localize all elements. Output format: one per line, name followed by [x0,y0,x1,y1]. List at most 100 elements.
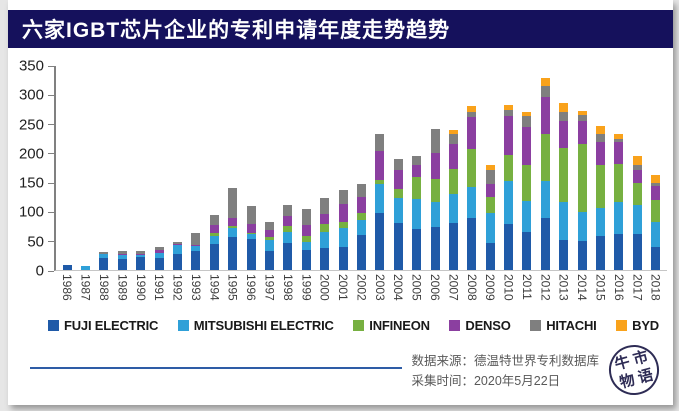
bar-segment [522,231,532,270]
bar-segment [136,251,146,254]
bar-1993 [187,66,205,270]
seal-char: 语 [636,366,656,387]
x-tick-cell: 1993 [187,271,205,313]
x-tick-cell: 2002 [352,271,370,313]
y-axis-label: 200 [18,145,44,163]
x-tick-cell: 1986 [58,271,76,313]
bar-segment [173,244,183,255]
x-tick-cell: 2000 [315,271,333,313]
x-tick-cell: 2018 [647,271,665,313]
stacked-bar [191,66,201,270]
stacked-bar [264,66,274,270]
bar-segment [301,242,311,250]
seal-char: 市 [631,348,651,369]
bar-segment [375,183,385,214]
y-axis-tick [48,211,54,213]
x-tick-cell: 2015 [591,271,609,313]
x-axis-label: 2000 [317,274,332,301]
bar-segment [393,189,403,199]
y-axis-label: 250 [18,116,44,134]
x-tick-cell: 2014 [573,271,591,313]
stacked-bar [246,66,256,270]
bar-segment [173,242,183,244]
bar-segment [264,250,274,270]
x-axis-label: 1991 [152,274,167,301]
bar-segment [117,258,127,270]
bar-segment [338,190,348,205]
accent-line [30,367,402,369]
legend-swatch-icon [616,319,628,331]
y-axis-label: 100 [18,203,44,221]
legend-swatch-icon [177,319,189,331]
bar-segment [209,224,219,234]
bar-segment [320,231,330,248]
bar-segment [614,138,624,142]
x-tick-cell: 2011 [518,271,536,313]
bar-segment [412,176,422,200]
bar-segment [320,247,330,270]
x-axis-label: 1986 [60,274,75,301]
x-axis-label: 2018 [648,274,663,301]
stacked-bar [540,66,550,270]
bar-2002 [352,66,370,270]
bar-segment [577,211,587,242]
x-axis-label: 1992 [170,274,185,301]
legend-swatch-icon [48,319,59,331]
x-tick-cell: 2006 [426,271,444,313]
bar-segment [246,233,256,239]
bar-segment [614,141,624,164]
bar-segment [209,243,219,270]
seal-char: 牛 [612,353,632,374]
bar-segment [540,217,550,270]
bar-segment [356,219,366,236]
bar-segment [301,225,311,237]
stacked-bar [375,66,385,270]
bar-segment [522,164,532,202]
stacked-bar [283,66,293,270]
bar-segment [632,182,642,206]
stacked-bar [356,66,366,270]
x-tick-cell: 2008 [463,271,481,313]
x-tick-cell: 2017 [628,271,646,313]
x-tick-cell: 1999 [297,271,315,313]
bar-segment [191,246,201,252]
x-tick-cell: 2013 [555,271,573,313]
bar-segment [467,218,477,270]
bar-segment [320,223,330,232]
bar-2012 [536,66,554,270]
bar-segment [228,236,238,270]
bar-segment [430,128,440,153]
bar-2008 [463,66,481,270]
legend-item-infineon: INFINEON [353,318,430,333]
bar-2009 [481,66,499,270]
stacked-bar [154,66,164,270]
x-axis-label: 2004 [391,274,406,301]
bar-segment [356,197,366,214]
x-tick-cell: 2016 [610,271,628,313]
x-axis-label: 2013 [556,274,571,301]
bar-2005 [407,66,425,270]
bar-segment [467,149,477,187]
stacked-bar [504,66,514,270]
bar-segment [540,97,550,135]
bar-segment [430,227,440,270]
bar-segment [412,155,422,166]
bar-segment [283,215,293,226]
bar-segment [154,247,164,251]
x-axis-label: 2009 [483,274,498,301]
bar-segment [448,133,458,144]
bar-segment [320,214,330,224]
bar-segment [412,229,422,270]
x-tick-cell: 1991 [150,271,168,313]
bar-segment [283,231,293,243]
stacked-bar [467,66,477,270]
bar-segment [596,207,606,236]
bar-segment [264,236,274,241]
legend-label: INFINEON [369,317,430,333]
bar-segment [522,112,532,116]
publisher-seal-logo: 牛 市 物 语 [603,339,665,401]
x-axis-label: 1995 [225,274,240,301]
bar-segment [596,164,606,208]
bar-segment [540,134,550,181]
stacked-bar [522,66,532,270]
